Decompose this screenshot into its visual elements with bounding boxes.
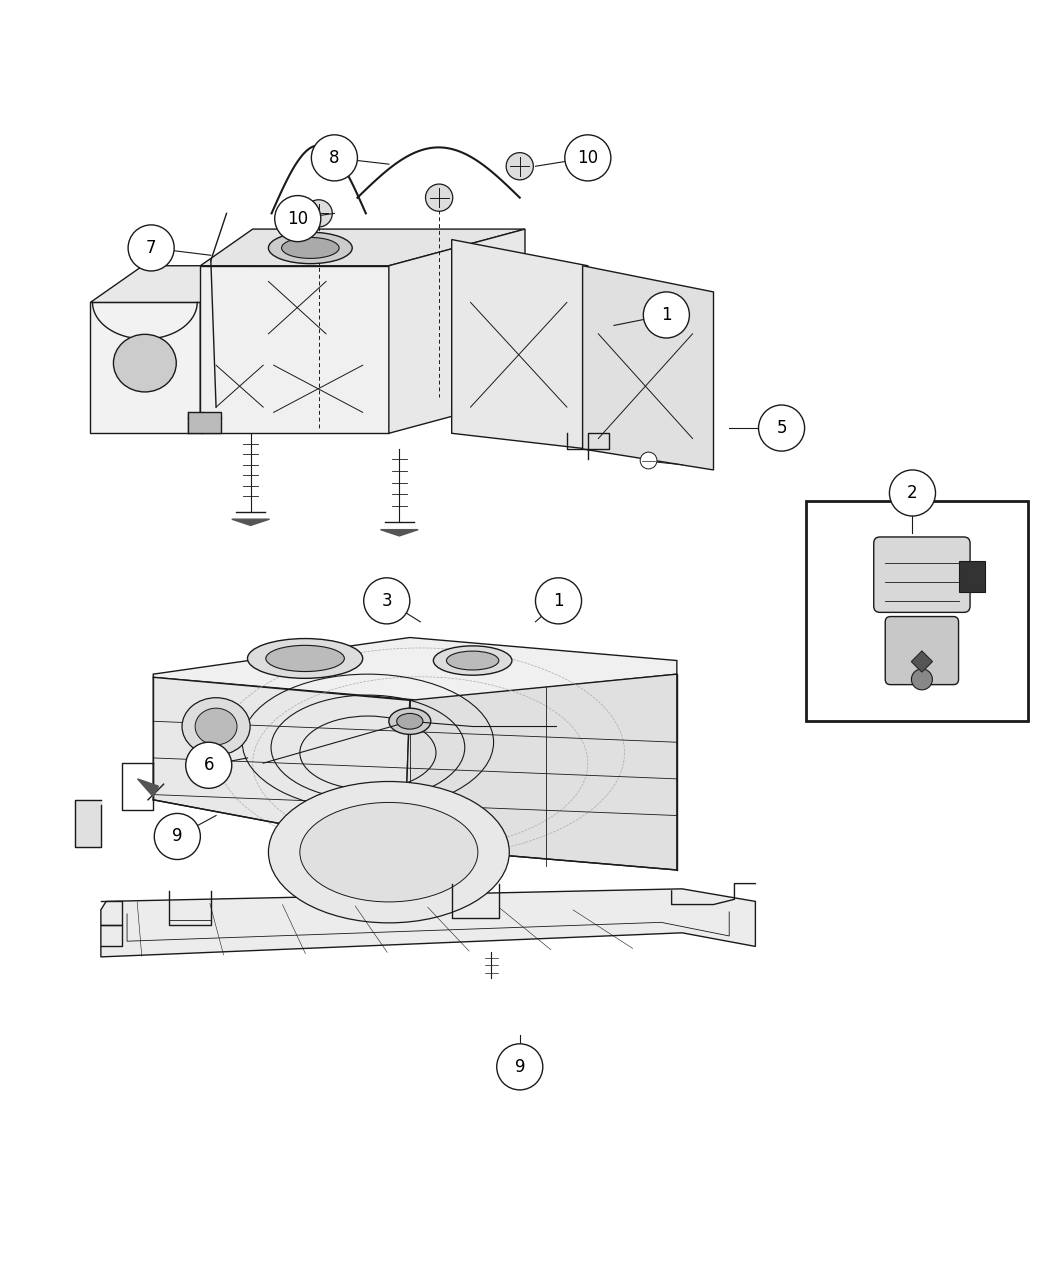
Polygon shape <box>75 799 101 847</box>
Circle shape <box>640 453 657 469</box>
Circle shape <box>889 470 936 516</box>
Ellipse shape <box>281 237 339 259</box>
Text: 5: 5 <box>776 419 786 437</box>
Text: 2: 2 <box>907 484 918 502</box>
Ellipse shape <box>434 646 512 676</box>
Text: 10: 10 <box>288 209 309 228</box>
Ellipse shape <box>269 782 509 923</box>
Polygon shape <box>583 265 714 470</box>
Polygon shape <box>380 529 418 536</box>
Polygon shape <box>911 652 932 672</box>
Circle shape <box>644 292 690 338</box>
Text: 3: 3 <box>381 592 392 609</box>
FancyBboxPatch shape <box>874 537 970 612</box>
Polygon shape <box>388 230 525 434</box>
Circle shape <box>154 813 201 859</box>
Polygon shape <box>153 638 677 700</box>
Circle shape <box>911 669 932 690</box>
Text: 9: 9 <box>172 827 183 845</box>
Polygon shape <box>201 265 253 434</box>
Circle shape <box>363 578 410 623</box>
Polygon shape <box>138 779 159 797</box>
Polygon shape <box>188 412 222 434</box>
Polygon shape <box>90 302 201 434</box>
Circle shape <box>186 742 232 788</box>
Polygon shape <box>404 674 677 870</box>
Circle shape <box>758 405 804 451</box>
Ellipse shape <box>446 652 499 669</box>
Polygon shape <box>201 265 388 434</box>
Text: 1: 1 <box>553 592 564 609</box>
Ellipse shape <box>269 232 352 264</box>
Circle shape <box>306 200 332 227</box>
FancyBboxPatch shape <box>885 617 959 685</box>
Polygon shape <box>232 519 270 525</box>
Ellipse shape <box>266 645 344 672</box>
Text: 1: 1 <box>662 306 672 324</box>
Circle shape <box>128 224 174 272</box>
Polygon shape <box>101 889 755 958</box>
Text: 6: 6 <box>204 756 214 774</box>
Circle shape <box>312 135 357 181</box>
Ellipse shape <box>388 708 430 734</box>
Ellipse shape <box>182 697 250 755</box>
Polygon shape <box>90 265 253 302</box>
Polygon shape <box>452 240 588 449</box>
Polygon shape <box>153 677 410 847</box>
Ellipse shape <box>300 802 478 901</box>
Circle shape <box>506 153 533 180</box>
Text: 10: 10 <box>578 149 598 167</box>
Text: 8: 8 <box>329 149 339 167</box>
Bar <box>805 501 1028 722</box>
Text: 7: 7 <box>146 238 156 258</box>
Ellipse shape <box>113 334 176 391</box>
Text: 9: 9 <box>514 1058 525 1076</box>
Ellipse shape <box>397 714 423 729</box>
Circle shape <box>565 135 611 181</box>
Circle shape <box>536 578 582 623</box>
Ellipse shape <box>248 639 362 678</box>
Bar <box>959 561 985 593</box>
Circle shape <box>275 195 321 242</box>
Ellipse shape <box>195 708 237 745</box>
Circle shape <box>497 1044 543 1090</box>
Circle shape <box>425 184 453 212</box>
Polygon shape <box>201 230 525 265</box>
